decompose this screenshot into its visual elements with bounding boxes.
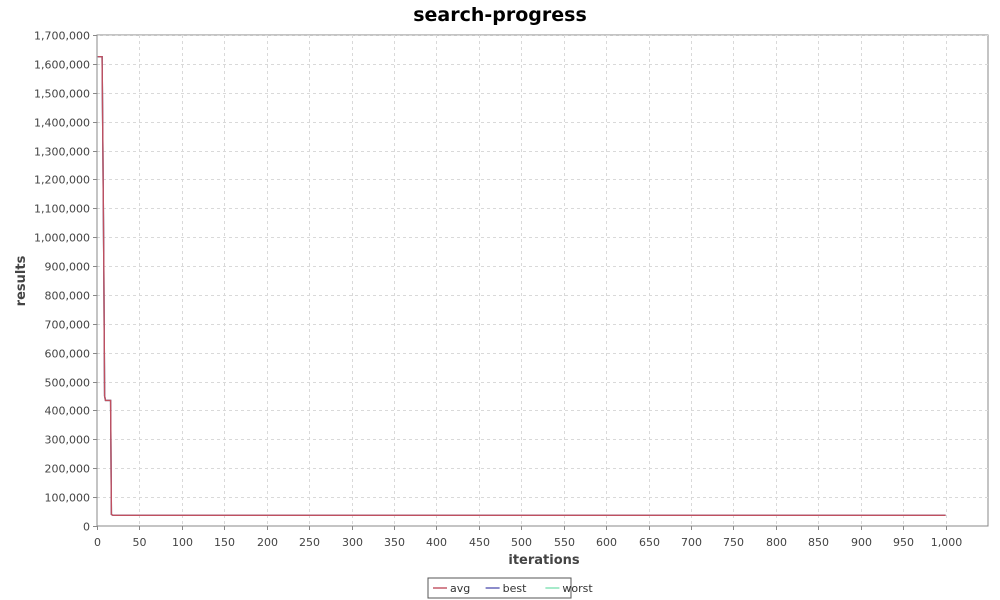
x-tick-label: 450 <box>469 536 490 549</box>
x-tick-label: 600 <box>596 536 617 549</box>
x-tick-label: 900 <box>851 536 872 549</box>
x-tick-label: 100 <box>172 536 193 549</box>
y-tick-label: 1,300,000 <box>34 146 90 159</box>
x-tick-label: 650 <box>639 536 660 549</box>
y-tick-label: 400,000 <box>45 405 91 418</box>
x-axis-label: iterations <box>508 553 580 568</box>
y-tick-label: 500,000 <box>45 377 91 390</box>
x-tick-label: 0 <box>94 536 101 549</box>
y-tick-label: 0 <box>83 521 90 534</box>
y-tick-label: 1,600,000 <box>34 59 90 72</box>
y-axis-ticks: 0 100,000 200,000 300,000 400,000 500,000 600,… <box>34 30 97 534</box>
series-line-avg <box>97 56 946 516</box>
y-tick-label: 800,000 <box>45 290 91 303</box>
legend-label-avg: avg <box>450 582 470 595</box>
x-tick-label: 50 <box>133 536 147 549</box>
x-tick-label: 800 <box>766 536 787 549</box>
x-tick-label: 1,000 <box>931 536 963 549</box>
y-tick-label: 1,100,000 <box>34 203 90 216</box>
x-tick-label: 500 <box>511 536 532 549</box>
x-tick-label: 200 <box>257 536 278 549</box>
y-tick-label: 1,500,000 <box>34 88 90 101</box>
legend-label-worst: worst <box>562 582 593 595</box>
legend-items: avg best worst <box>433 582 593 595</box>
x-tick-label: 550 <box>554 536 575 549</box>
legend-label-best: best <box>503 582 527 595</box>
y-tick-label: 700,000 <box>45 319 91 332</box>
x-tick-label: 250 <box>299 536 320 549</box>
x-tick-label: 950 <box>893 536 914 549</box>
y-tick-label: 100,000 <box>45 492 91 505</box>
plot-area <box>96 34 989 527</box>
x-tick-label: 750 <box>723 536 744 549</box>
y-tick-label: 1,700,000 <box>34 30 90 43</box>
x-tick-label: 350 <box>384 536 405 549</box>
y-tick-label: 1,400,000 <box>34 117 90 130</box>
y-tick-label: 300,000 <box>45 434 91 447</box>
grid-lines <box>97 35 988 526</box>
x-tick-label: 400 <box>426 536 447 549</box>
y-tick-label: 900,000 <box>45 261 91 274</box>
chart-title: search-progress <box>413 4 587 26</box>
y-tick-label: 200,000 <box>45 463 91 476</box>
legend: avg best worst <box>427 577 593 599</box>
y-tick-label: 1,000,000 <box>34 232 90 245</box>
y-axis-label: results <box>14 255 29 306</box>
x-tick-label: 150 <box>214 536 235 549</box>
x-axis-ticks: 0 50 100 150 200 250 300 350 400 450 500 550 600 650 7… <box>94 526 962 549</box>
x-tick-label: 300 <box>342 536 363 549</box>
x-tick-label: 700 <box>681 536 702 549</box>
y-tick-label: 600,000 <box>45 348 91 361</box>
x-tick-label: 850 <box>808 536 829 549</box>
y-tick-label: 1,200,000 <box>34 174 90 187</box>
series-lines <box>97 56 946 516</box>
